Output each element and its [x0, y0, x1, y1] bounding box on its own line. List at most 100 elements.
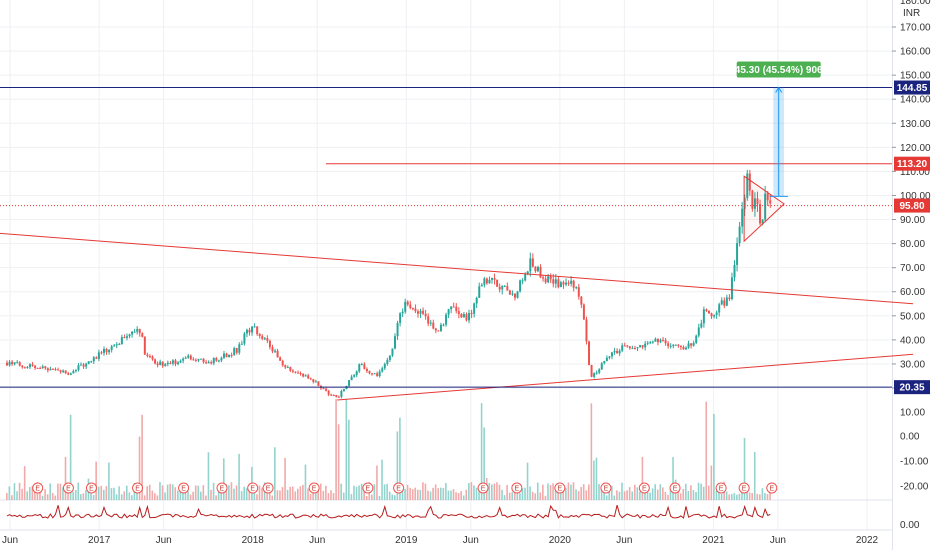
candle-body-291: [748, 173, 751, 191]
candle-body-70: [184, 357, 187, 359]
volume-bar-165: [427, 490, 429, 500]
candle-body-20: [57, 369, 60, 371]
earnings-marker-12: [511, 482, 523, 494]
earnings-marker-label-1: E: [66, 486, 71, 493]
candle-body-130: [337, 396, 340, 398]
volume-bar-288: [741, 486, 743, 500]
candle-body-179: [462, 314, 465, 318]
candle-body-144: [373, 373, 376, 375]
candle-body-14: [41, 366, 44, 369]
earnings-marker-label-14: E: [604, 486, 609, 493]
volume-bar-120: [312, 488, 314, 500]
volume-bar-109: [284, 457, 286, 500]
candle-body-8: [26, 366, 29, 368]
volume-bar-224: [577, 491, 580, 500]
volume-bar-182: [470, 482, 473, 500]
candle-body-141: [365, 368, 368, 372]
earnings-marker-label-12: E: [515, 486, 520, 493]
candle-body-42: [113, 345, 116, 347]
volume-bar-43: [115, 494, 118, 500]
oscillator-line: [6, 504, 771, 519]
volume-bar-73: [192, 491, 194, 500]
volume-bar-176: [455, 492, 457, 500]
candle-body-56: [148, 356, 151, 358]
volume-bar-227: [585, 490, 588, 500]
candle-body-277: [713, 314, 716, 317]
candle-body-85: [222, 353, 225, 358]
volume-bar-167: [432, 487, 434, 500]
volume-bars: [6, 398, 771, 500]
candle-body-210: [542, 277, 545, 279]
volume-bar-238: [613, 495, 616, 500]
volume-bar-145: [376, 465, 378, 500]
volume-bar-250: [644, 489, 646, 500]
candle-body-10: [31, 364, 34, 366]
earnings-marker-4: [178, 482, 190, 494]
volume-bar-100: [261, 487, 263, 500]
volume-bar-175: [452, 489, 455, 500]
volume-bar-83: [217, 490, 220, 500]
volume-bar-62: [164, 492, 166, 500]
volume-bar-31: [85, 490, 87, 500]
candle-body-89: [233, 348, 236, 356]
candle-body-48: [128, 334, 131, 337]
candle-body-26: [72, 371, 75, 374]
volume-bar-192: [496, 482, 498, 500]
price-axis: 20.0030.0040.0050.0060.0070.0080.0090.00…: [892, 0, 931, 531]
candle-body-285: [733, 264, 736, 278]
volume-bar-161: [416, 489, 419, 500]
candle-body-155: [401, 311, 404, 314]
candle-body-132: [342, 389, 345, 391]
candle-body-249: [641, 345, 644, 348]
candle-body-187: [483, 278, 486, 285]
volume-bar-125: [325, 485, 327, 500]
candle-body-127: [330, 394, 333, 396]
volume-bar-25: [69, 414, 72, 500]
candle-body-241: [621, 345, 624, 351]
volume-bar-253: [651, 488, 654, 500]
volume-bar-63: [166, 484, 169, 500]
candle-body-197: [508, 290, 511, 295]
volume-bar-236: [608, 488, 611, 500]
volume-bar-2: [11, 495, 13, 500]
volume-bar-177: [457, 493, 460, 500]
volume-bar-258: [664, 491, 667, 500]
candle-body-213: [549, 276, 552, 280]
current-price-tag-text: 95.80: [899, 201, 924, 212]
candle-body-233: [600, 363, 603, 370]
volume-bar-203: [524, 487, 526, 500]
candle-body-86: [225, 353, 228, 358]
volume-bar-16: [46, 494, 49, 500]
candle-body-195: [503, 286, 506, 288]
price-tick-label-14: 160.00: [900, 47, 931, 58]
candle-body-63: [166, 362, 169, 365]
volume-bar-89: [233, 488, 235, 500]
candle-body-270: [695, 335, 698, 343]
earnings-marker-14: [600, 482, 612, 494]
candle-body-93: [243, 333, 246, 344]
candle-body-60: [159, 361, 162, 366]
candle-body-245: [631, 348, 634, 350]
volume-bar-186: [480, 403, 483, 500]
candle-body-136: [353, 375, 356, 377]
volume-bar-271: [697, 482, 700, 500]
osc-tick-label-0: 10.00: [900, 408, 925, 419]
candle-body-41: [110, 346, 113, 350]
volume-bar-263: [677, 491, 679, 500]
volume-bar-286: [736, 494, 738, 500]
volume-bar-81: [212, 482, 215, 500]
earnings-marker-label-9: E: [366, 486, 371, 493]
candle-body-172: [445, 314, 448, 325]
candle-body-278: [715, 312, 718, 315]
time-tick-label-9: 2021: [702, 535, 725, 546]
candle-body-107: [279, 357, 282, 361]
candle-body-153: [396, 322, 399, 337]
volume-bar-272: [700, 483, 702, 500]
volume-bar-273: [702, 486, 705, 500]
volume-bar-268: [690, 485, 692, 500]
volume-bar-116: [302, 484, 304, 500]
volume-bar-289: [743, 437, 746, 500]
candle-body-66: [174, 360, 177, 365]
